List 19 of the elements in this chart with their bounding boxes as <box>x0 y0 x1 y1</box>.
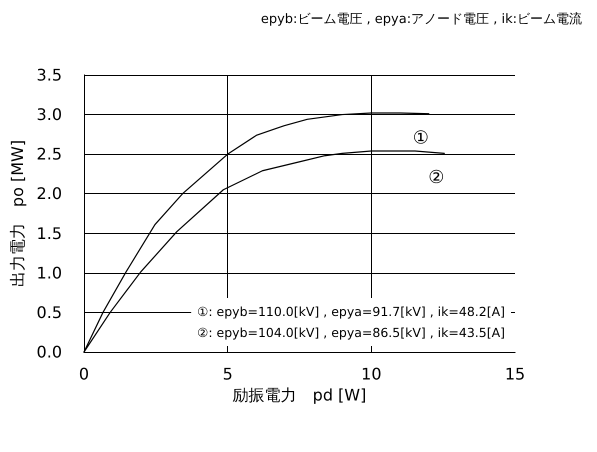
x-axis-title: 励振電力 pd [W] <box>232 385 366 404</box>
y-tick-label: 0.5 <box>36 302 62 322</box>
series-label: ② <box>428 166 444 188</box>
x-tick-label: 15 <box>504 364 526 384</box>
y-tick-label: 3.0 <box>36 105 62 124</box>
x-tick-label: 0 <box>78 364 90 384</box>
y-tick-label: 3.5 <box>36 66 62 84</box>
chart-title: epyb:ビーム電圧 , epya:アノード電圧 , ik:ビーム電流 <box>260 11 582 27</box>
x-tick-label: 5 <box>222 364 233 384</box>
y-tick-label: 2.0 <box>36 184 62 204</box>
x-tick-label: 10 <box>361 364 382 384</box>
y-tick-label: 0.0 <box>36 342 62 362</box>
annotation: ②: epyb=104.0[kV] , epya=86.5[kV] , ik=43.5[A] <box>197 325 505 340</box>
annotation: ①: epyb=110.0[kV] , epya=91.7[kV] , ik=48.2[A] <box>197 304 505 319</box>
y-tick-label: 1.5 <box>36 224 62 243</box>
series-label: ① <box>412 127 429 148</box>
y-tick-label: 2.5 <box>36 144 62 164</box>
y-axis-title: 出力電力 po [MW] <box>8 140 28 288</box>
y-tick-label: 1.0 <box>36 263 62 282</box>
